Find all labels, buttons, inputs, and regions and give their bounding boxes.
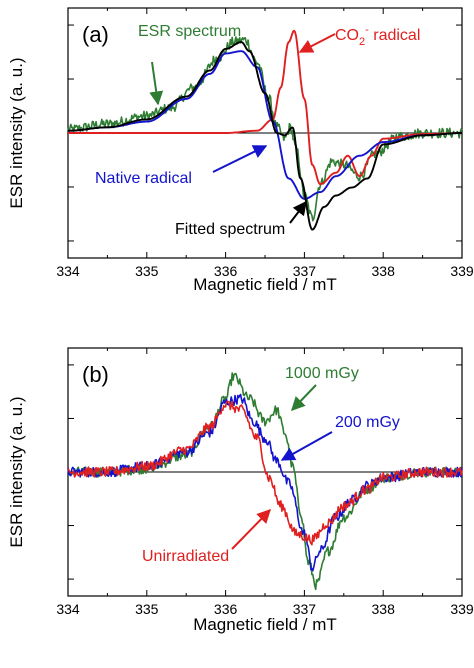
annotation-label: Unirradiated xyxy=(142,548,229,565)
series-line-native-radical xyxy=(67,50,463,200)
x-tick-label: 334 xyxy=(56,601,80,617)
annotation-arrow xyxy=(280,431,333,461)
x-tick-label: 334 xyxy=(56,263,80,279)
annotation-arrow xyxy=(291,384,317,412)
annotation-arrow xyxy=(289,200,307,224)
series-line-fitted-spectrum xyxy=(67,41,463,231)
x-tick-label: 336 xyxy=(214,263,238,279)
x-tick-label: 335 xyxy=(135,263,159,279)
series-line-co2-radical xyxy=(67,29,463,186)
x-tick-label: 338 xyxy=(372,263,396,279)
panel-a: 334 335 336 337 338 339 ESR spectrum CO2- radic… xyxy=(7,7,474,294)
y-axis-title: ESR intensity (a. u.) xyxy=(7,57,26,208)
x-tick-label: 339 xyxy=(450,263,474,279)
annotation-label: CO2- radical xyxy=(335,24,420,48)
x-tick-label: 339 xyxy=(450,601,474,617)
annotation-arrow xyxy=(231,508,271,550)
x-tick-label: 335 xyxy=(135,601,159,617)
x-tick-label: 336 xyxy=(214,601,238,617)
x-tick-label: 338 xyxy=(372,601,396,617)
x-axis-title: Magnetic field / mT xyxy=(193,275,337,294)
series-line-esr-spectrum xyxy=(67,36,463,222)
annotation-arrow xyxy=(212,145,268,173)
x-axis-title: Magnetic field / mT xyxy=(193,615,337,634)
x-tick-label: 337 xyxy=(293,263,317,279)
annotation-label: Native radical xyxy=(95,170,192,187)
annotation-label: 1000 mGy xyxy=(285,365,359,382)
series-line-1000-mgy xyxy=(67,372,463,591)
panel-label: (a) xyxy=(82,22,109,47)
annotation-arrow xyxy=(149,61,164,106)
series-line-unirradiated xyxy=(67,400,463,546)
annotation-label: 200 mGy xyxy=(335,414,400,431)
panel-label: (b) xyxy=(82,362,109,387)
y-axis-title: ESR intensity (a. u.) xyxy=(7,396,26,547)
annotation-label: ESR spectrum xyxy=(138,23,241,40)
x-tick-label: 337 xyxy=(293,601,317,617)
annotation-label: Fitted spectrum xyxy=(175,221,285,238)
annotation-arrow xyxy=(298,33,336,53)
series-line-200-mgy xyxy=(67,393,463,572)
panel-b: 334 335 336 337 338 339 1000 mGy 200 mGy Unirrad… xyxy=(7,347,474,634)
